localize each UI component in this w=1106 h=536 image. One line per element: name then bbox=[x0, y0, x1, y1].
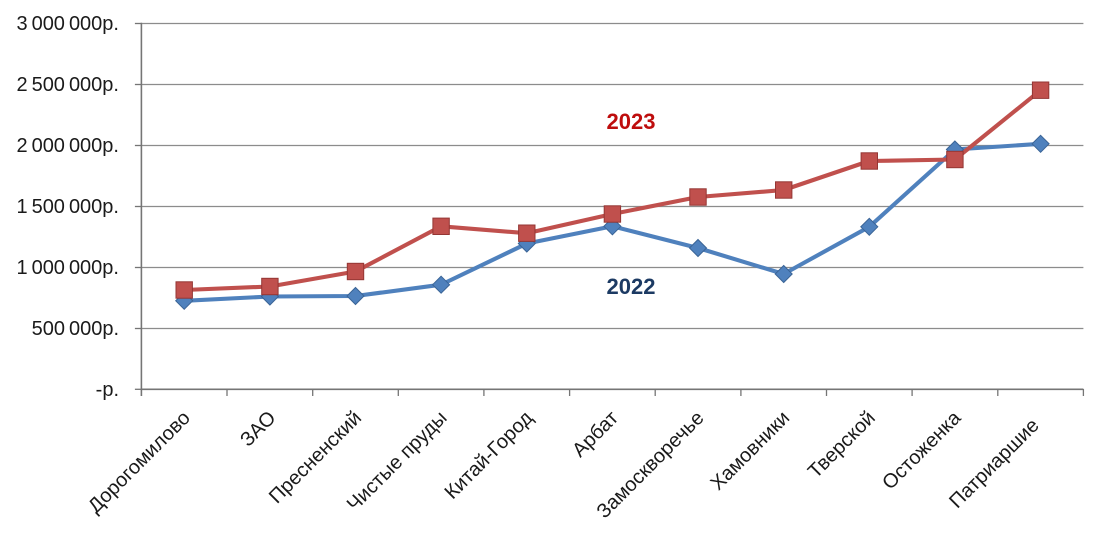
svg-text:-р.: -р. bbox=[96, 379, 119, 401]
svg-text:3 000 000р.: 3 000 000р. bbox=[16, 13, 119, 35]
svg-text:2023: 2023 bbox=[607, 109, 656, 134]
svg-text:2022: 2022 bbox=[607, 274, 656, 299]
svg-text:1 000 000р.: 1 000 000р. bbox=[16, 257, 119, 279]
svg-text:2 500 000р.: 2 500 000р. bbox=[16, 74, 119, 96]
svg-text:2 000 000р.: 2 000 000р. bbox=[16, 135, 119, 157]
svg-text:1 500 000р.: 1 500 000р. bbox=[16, 196, 119, 218]
svg-text:500 000р.: 500 000р. bbox=[32, 318, 119, 340]
